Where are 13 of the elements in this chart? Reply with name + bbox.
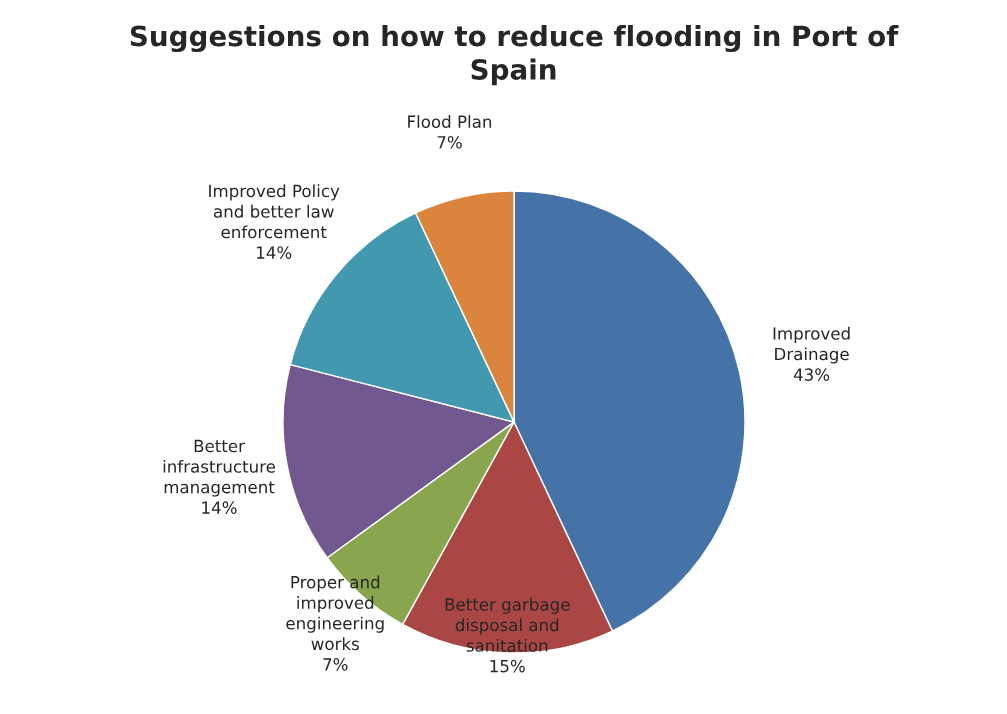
slice-label: Improved Drainage xyxy=(773,326,850,364)
data-label: 7% xyxy=(323,658,348,671)
data-label: 14% xyxy=(257,246,292,259)
chart-title: Suggestions on how to reduce flooding in Port of Spain xyxy=(130,24,899,86)
slice-label: Better infrastructure management xyxy=(163,439,276,497)
data-label: 7% xyxy=(437,135,462,149)
slice-label: Better garbage disposal and sanitation xyxy=(445,597,570,652)
slice-label: Proper and improved engineering works xyxy=(286,575,384,651)
data-label: 15% xyxy=(490,659,525,673)
data-label: 43% xyxy=(793,368,830,381)
data-label: 14% xyxy=(202,501,237,514)
slice-label: Flood Plan xyxy=(408,115,492,128)
slice-label: Improved Policy and better law enforcement xyxy=(209,184,340,239)
